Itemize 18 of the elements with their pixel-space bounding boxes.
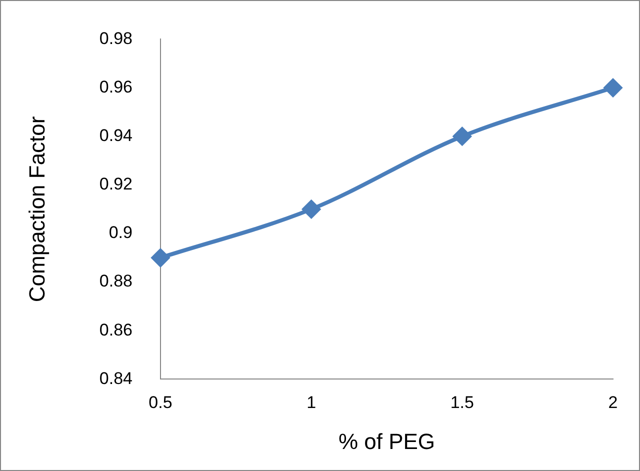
x-tick-label: 1.5 [450, 393, 474, 412]
x-tick-label: 1 [306, 393, 316, 412]
point [302, 200, 320, 218]
point [151, 248, 170, 267]
y-tick-label: 0.86 [99, 320, 132, 340]
y-tick-label: 0.88 [99, 272, 132, 291]
point [604, 78, 622, 97]
y-tick-label: 0.94 [99, 126, 132, 146]
y-tick-label: 0.98 [99, 28, 132, 48]
y-tick-label: 0.96 [99, 77, 132, 96]
y-tick-label: 0.92 [99, 174, 132, 194]
y-axis-title: Compaction Factor [24, 116, 50, 302]
point [453, 127, 472, 146]
x-axis-title: % of PEG [338, 428, 436, 454]
y-tick-label: 0.84 [99, 368, 132, 388]
y-tick-label: 0.9 [108, 223, 132, 242]
x-tick-label: 2 [608, 393, 618, 412]
x-tick-label: 0.5 [148, 393, 172, 412]
